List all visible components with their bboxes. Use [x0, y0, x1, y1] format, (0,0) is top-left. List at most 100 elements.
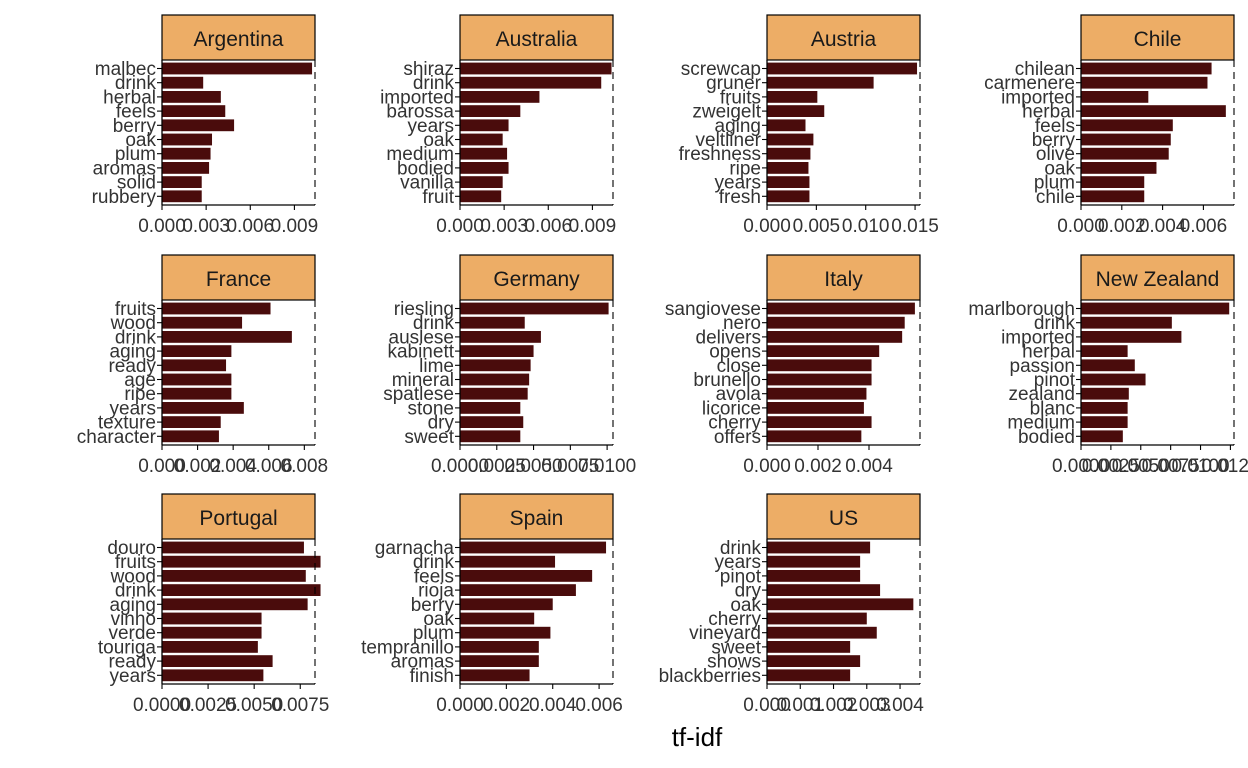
y-tick-label-austria-veltliner: veltliner	[696, 130, 762, 151]
bar-portugal-touriga	[162, 641, 258, 653]
x-tick-label-australia: 0.003	[480, 216, 528, 237]
x-tick-label-us: 0.003	[843, 695, 891, 716]
y-tick-label-germany-dry: dry	[428, 413, 455, 434]
bar-us-drink	[767, 541, 871, 554]
bar-us-oak	[767, 598, 914, 611]
x-tick-label-austria: 0.005	[793, 216, 841, 237]
facet-argentina: Argentina malbecdrinkherbalfeelsberryoakp…	[92, 14, 318, 237]
y-tick-label-chile-imported: imported	[1001, 87, 1075, 108]
facet-austria: Austria screwcapgrunerfruitszweigeltaging…	[679, 14, 939, 237]
bar-germany-dry	[460, 416, 524, 428]
y-tick-label-us-blackberries: blackberries	[659, 666, 761, 687]
y-tick-label-new-zealand-marlborough: marlborough	[968, 299, 1075, 320]
bar-france-ready	[162, 359, 227, 372]
bar-france-age	[162, 373, 232, 386]
x-tick-label-germany: 0.0000	[431, 456, 489, 477]
y-tick-label-us-vineyard: vineyard	[689, 623, 761, 644]
y-tick-label-spain-rioja: rioja	[418, 581, 454, 602]
facet-title-portugal: Portugal	[199, 507, 277, 530]
y-tick-label-australia-imported: imported	[380, 87, 454, 108]
bar-chile-herbal	[1081, 105, 1226, 117]
y-tick-label-us-years: years	[715, 552, 761, 573]
y-tick-label-argentina-plum: plum	[115, 144, 156, 165]
y-tick-label-argentina-malbec: malbec	[95, 59, 156, 80]
bar-us-blackberries	[767, 669, 851, 682]
y-tick-label-spain-feels: feels	[414, 566, 454, 587]
bar-spain-rioja	[460, 584, 576, 596]
bar-portugal-aging	[162, 598, 308, 611]
y-tick-label-argentina-berry: berry	[113, 116, 157, 137]
y-tick-label-france-fruits: fruits	[115, 299, 156, 320]
facet-strip-spain	[459, 493, 614, 540]
bar-italy-brunello	[767, 373, 872, 386]
y-tick-label-italy-licorice: licorice	[702, 398, 761, 419]
y-tick-label-portugal-douro: douro	[107, 538, 156, 559]
bar-argentina-plum	[162, 147, 211, 160]
y-tick-label-germany-auslese: auslese	[389, 327, 455, 348]
bar-chile-chilean	[1081, 62, 1212, 75]
bar-france-aging	[162, 345, 232, 357]
x-tick-label-chile: 0.000	[1057, 216, 1105, 237]
bar-germany-auslese	[460, 331, 541, 343]
x-tick-label-spain: 0.004	[529, 695, 577, 716]
y-tick-label-argentina-drink: drink	[115, 73, 157, 94]
bar-argentina-solid	[162, 176, 202, 188]
x-tick-label-austria: 0.000	[743, 216, 791, 237]
bar-australia-vanilla	[460, 176, 503, 188]
bar-italy-licorice	[767, 402, 864, 414]
bar-new-zealand-medium	[1081, 416, 1128, 428]
y-tick-label-new-zealand-bodied: bodied	[1018, 427, 1075, 448]
y-tick-label-chile-chilean: chilean	[1015, 59, 1075, 80]
bar-italy-delivers	[767, 331, 903, 343]
y-tick-label-italy-offers: offers	[714, 427, 761, 448]
x-tick-label-chile: 0.004	[1139, 216, 1187, 237]
bar-argentina-oak	[162, 133, 213, 146]
x-tick-label-germany: 0.0050	[504, 456, 562, 477]
facet-strip-germany	[459, 254, 614, 301]
bar-us-vineyard	[767, 626, 877, 639]
x-tick-label-new-zealand: 0.0050	[1112, 456, 1170, 477]
bar-new-zealand-zealand	[1081, 387, 1129, 400]
facet-strip-australia	[459, 14, 614, 61]
x-tick-label-portugal: 0.0025	[179, 695, 237, 716]
x-tick-label-us: 0.001	[776, 695, 824, 716]
bar-portugal-years	[162, 669, 264, 682]
bar-us-sweet	[767, 641, 851, 653]
y-tick-label-italy-close: close	[717, 356, 761, 377]
y-tick-label-chile-olive: olive	[1036, 144, 1075, 165]
y-tick-label-portugal-verde: verde	[108, 623, 156, 644]
bar-austria-zweigelt	[767, 105, 825, 117]
bar-france-ripe	[162, 387, 232, 400]
y-tick-label-new-zealand-blanc: blanc	[1030, 398, 1075, 419]
bar-italy-cherry	[767, 416, 872, 428]
bar-new-zealand-passion	[1081, 359, 1135, 372]
bar-us-years	[767, 555, 861, 568]
y-tick-label-us-shows: shows	[707, 652, 761, 673]
y-tick-label-chile-herbal: herbal	[1022, 102, 1075, 123]
bar-austria-ripe	[767, 162, 809, 174]
bar-austria-fresh	[767, 190, 810, 203]
bar-germany-lime	[460, 359, 531, 372]
y-tick-label-chile-feels: feels	[1035, 116, 1075, 137]
bar-us-pinot	[767, 570, 861, 582]
bar-france-wood	[162, 316, 243, 329]
bar-australia-imported	[460, 91, 540, 103]
bar-chile-berry	[1081, 133, 1171, 146]
facet-france: France fruitswooddrinkagingreadyageripeye…	[77, 254, 328, 477]
bar-portugal-fruits	[162, 555, 321, 568]
y-tick-label-chile-plum: plum	[1034, 173, 1075, 194]
y-tick-label-spain-aromas: aromas	[391, 652, 454, 673]
y-tick-label-chile-chile: chile	[1036, 187, 1075, 208]
facet-title-italy: Italy	[824, 268, 863, 291]
y-tick-label-australia-vanilla: vanilla	[400, 173, 454, 194]
bar-portugal-douro	[162, 541, 304, 554]
y-tick-label-argentina-aromas: aromas	[93, 158, 156, 179]
y-tick-label-france-age: age	[124, 370, 156, 391]
bar-new-zealand-pinot	[1081, 373, 1146, 386]
y-tick-label-australia-drink: drink	[413, 73, 455, 94]
bar-austria-screwcap	[767, 62, 918, 75]
x-tick-label-portugal: 0.0000	[133, 695, 191, 716]
bar-chile-plum	[1081, 176, 1145, 188]
bar-chile-imported	[1081, 91, 1149, 103]
